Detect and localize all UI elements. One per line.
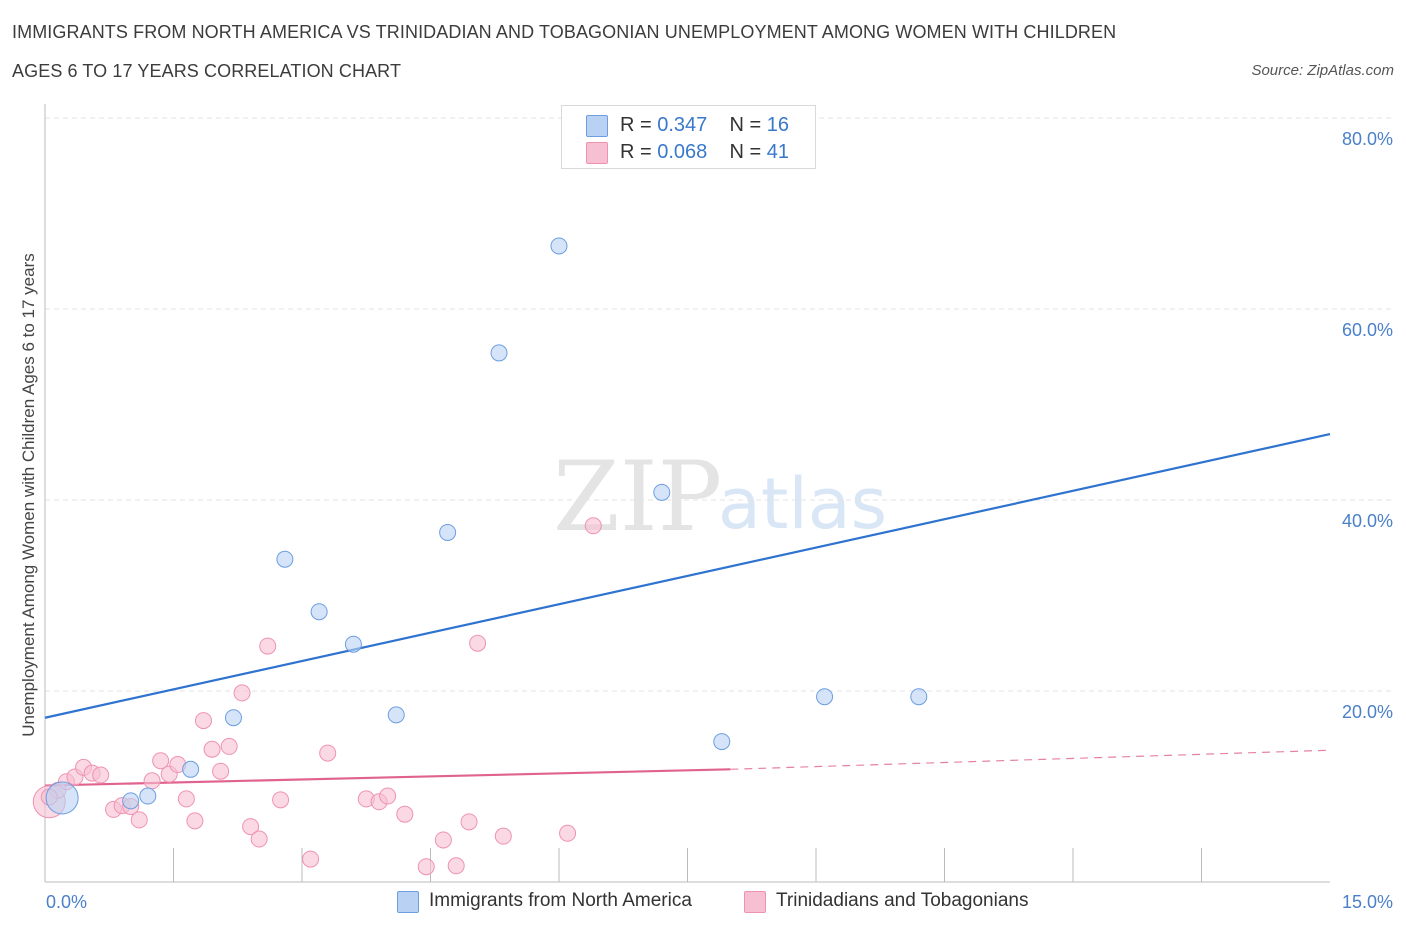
legend-swatch-blue bbox=[397, 891, 419, 913]
data-point-blue bbox=[122, 792, 140, 810]
y-tick-label: 60.0% bbox=[1342, 320, 1393, 340]
data-point-pink bbox=[177, 790, 195, 808]
n-label: N = bbox=[729, 114, 762, 136]
chart-title-line-1: IMMIGRANTS FROM NORTH AMERICA VS TRINIDA… bbox=[12, 22, 1117, 42]
data-point-blue bbox=[344, 635, 362, 653]
data-point-blue bbox=[910, 688, 928, 706]
data-point-pink bbox=[143, 772, 161, 790]
r-value: 0.068 bbox=[657, 141, 708, 163]
y-axis-label: Unemployment Among Women with Children A… bbox=[19, 253, 38, 737]
watermark-atlas: atlas bbox=[718, 463, 887, 545]
y-tick-label: 20.0% bbox=[1342, 702, 1393, 722]
gridlines bbox=[45, 117, 1393, 692]
data-points bbox=[32, 237, 928, 876]
data-point-blue bbox=[816, 688, 834, 706]
data-point-pink bbox=[242, 818, 260, 836]
n-label: N = bbox=[729, 141, 762, 163]
data-point-pink bbox=[559, 824, 577, 842]
data-point-blue bbox=[653, 483, 671, 501]
n-value: 41 bbox=[766, 141, 790, 163]
r-value: 0.347 bbox=[657, 114, 708, 136]
source-label: Source: ZipAtlas.com bbox=[1251, 62, 1394, 79]
watermark-zip: ZIP bbox=[553, 441, 722, 553]
data-point-pink bbox=[460, 813, 478, 831]
trend-line-blue bbox=[44, 433, 1331, 719]
legend-swatch-pink bbox=[744, 891, 766, 913]
data-point-blue bbox=[224, 709, 242, 727]
data-point-blue bbox=[387, 706, 405, 724]
data-point-pink bbox=[259, 637, 277, 655]
n-value: 16 bbox=[766, 114, 790, 136]
data-point-blue bbox=[713, 733, 731, 751]
trend-line-dashed-pink bbox=[730, 749, 1331, 770]
legend-stats-immigrants: R = 0.347 N = 16 bbox=[620, 114, 789, 137]
r-label: R = bbox=[620, 141, 652, 163]
legend-swatch-pink bbox=[586, 142, 608, 164]
data-point-pink bbox=[233, 684, 251, 702]
data-point-pink bbox=[250, 830, 268, 848]
data-point-pink bbox=[584, 517, 602, 535]
data-point-pink bbox=[417, 858, 435, 876]
x-tick-label-max: 15.0% bbox=[1342, 892, 1393, 912]
data-point-blue bbox=[276, 550, 294, 568]
correlation-legend: R = 0.347 N = 16 R = 0.068 N = 41 bbox=[561, 105, 816, 169]
data-point-pink bbox=[220, 737, 238, 755]
y-tick-label: 80.0% bbox=[1342, 129, 1393, 149]
legend-stats-trinidadians: R = 0.068 N = 41 bbox=[620, 141, 789, 164]
data-point-blue bbox=[182, 760, 200, 778]
data-point-blue bbox=[310, 603, 328, 621]
data-point-pink bbox=[396, 805, 414, 823]
data-point-blue bbox=[45, 781, 79, 815]
data-point-blue bbox=[490, 344, 508, 362]
data-point-pink bbox=[130, 811, 148, 829]
data-point-pink bbox=[447, 857, 465, 875]
data-point-blue bbox=[439, 523, 457, 541]
data-point-pink bbox=[469, 634, 487, 652]
r-label: R = bbox=[620, 114, 652, 136]
data-point-pink bbox=[152, 752, 170, 770]
data-point-pink bbox=[302, 850, 320, 868]
data-point-pink bbox=[272, 791, 290, 809]
data-point-pink bbox=[212, 762, 230, 780]
data-point-pink bbox=[203, 740, 221, 758]
x-tick-label-min: 0.0% bbox=[46, 892, 87, 912]
data-point-pink bbox=[494, 827, 512, 845]
legend-label-trinidadians: Trinidadians and Tobagonians bbox=[776, 890, 1029, 911]
data-point-pink bbox=[319, 744, 337, 762]
legend-swatch-blue bbox=[586, 115, 608, 137]
y-tick-label: 40.0% bbox=[1342, 511, 1393, 531]
tick-labels: 20.0% 40.0% 60.0% 80.0% bbox=[1342, 129, 1393, 722]
data-point-pink bbox=[92, 766, 110, 784]
data-point-blue bbox=[139, 787, 157, 805]
axes bbox=[44, 104, 1330, 883]
data-point-blue bbox=[550, 237, 568, 255]
data-point-pink bbox=[434, 831, 452, 849]
chart-title-line-2: AGES 6 TO 17 YEARS CORRELATION CHART bbox=[12, 61, 402, 81]
data-point-pink bbox=[379, 787, 397, 805]
data-point-pink bbox=[186, 812, 204, 830]
legend-label-immigrants: Immigrants from North America bbox=[429, 890, 692, 911]
data-point-pink bbox=[194, 712, 212, 730]
